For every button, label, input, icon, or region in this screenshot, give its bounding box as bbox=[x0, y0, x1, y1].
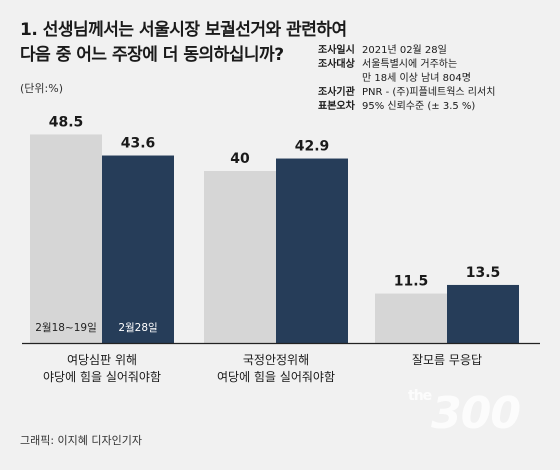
data-label: 13.5 bbox=[466, 265, 501, 281]
category-label: 여당심판 위해 bbox=[67, 353, 137, 367]
category-label: 잘모름 무응답 bbox=[412, 353, 482, 367]
survey-info-row: 조사대상 서울특별시에 거주하는 만 18세 이상 남녀 804명 bbox=[318, 58, 558, 86]
bar-series2 bbox=[447, 284, 519, 343]
survey-info-row: 조사일시 2021년 02월 28일 bbox=[318, 44, 558, 58]
data-label: 40 bbox=[230, 151, 250, 167]
series-label: 2월18~19일 bbox=[35, 321, 97, 334]
category-label: 국정안정위해 bbox=[243, 353, 309, 367]
credit-text: 그래픽: 이지혜 디자인기자 bbox=[20, 434, 143, 447]
data-label: 43.6 bbox=[121, 136, 156, 152]
survey-info-key: 조사일시 bbox=[318, 45, 355, 56]
survey-info-key: 조사대상 bbox=[318, 59, 355, 70]
watermark-logo: the300 bbox=[408, 388, 521, 439]
category-label: 야당에 힘을 실어줘야함 bbox=[43, 370, 161, 384]
survey-info-key: 표본오차 bbox=[318, 101, 355, 112]
survey-info-key: 조사기관 bbox=[318, 87, 355, 98]
data-label: 11.5 bbox=[394, 274, 429, 290]
survey-info-value: 서울특별시에 거주하는 만 18세 이상 남녀 804명 bbox=[362, 59, 471, 84]
survey-info-value: PNR - (주)피플네트웍스 리서치 bbox=[362, 87, 496, 98]
bar-series2 bbox=[102, 155, 174, 343]
series-label: 2월28일 bbox=[118, 321, 157, 334]
title-line-2: 다음 중 어느 주장에 더 동의하십니까? bbox=[20, 45, 284, 65]
survey-info-row: 표본오차 95% 신뢰수준 (± 3.5 %) bbox=[318, 100, 558, 114]
title-line-1: 1. 선생님께서는 서울시장 보궐선거와 관련하여 bbox=[20, 20, 347, 40]
survey-info-value: 2021년 02월 28일 bbox=[362, 45, 447, 56]
bar-series1 bbox=[30, 134, 102, 343]
category-label: 여당에 힘을 실어줘야함 bbox=[217, 370, 335, 384]
survey-info-value: 95% 신뢰수준 (± 3.5 %) bbox=[362, 101, 476, 112]
survey-info-row: 조사기관 PNR - (주)피플네트웍스 리서치 bbox=[318, 86, 558, 100]
watermark-big: 300 bbox=[431, 388, 521, 439]
unit-label: (단위:%) bbox=[20, 82, 63, 95]
data-label: 42.9 bbox=[295, 139, 330, 155]
bar-series1 bbox=[375, 293, 447, 343]
bar-series1 bbox=[204, 171, 276, 343]
data-label: 48.5 bbox=[49, 114, 84, 130]
survey-info: 조사일시 2021년 02월 28일 조사대상 서울특별시에 거주하는 만 18… bbox=[318, 44, 558, 114]
bar-series2 bbox=[276, 158, 348, 343]
chart-title: 1. 선생님께서는 서울시장 보궐선거와 관련하여 다음 중 어느 주장에 더 … bbox=[20, 18, 380, 68]
watermark-small: the bbox=[408, 388, 432, 404]
